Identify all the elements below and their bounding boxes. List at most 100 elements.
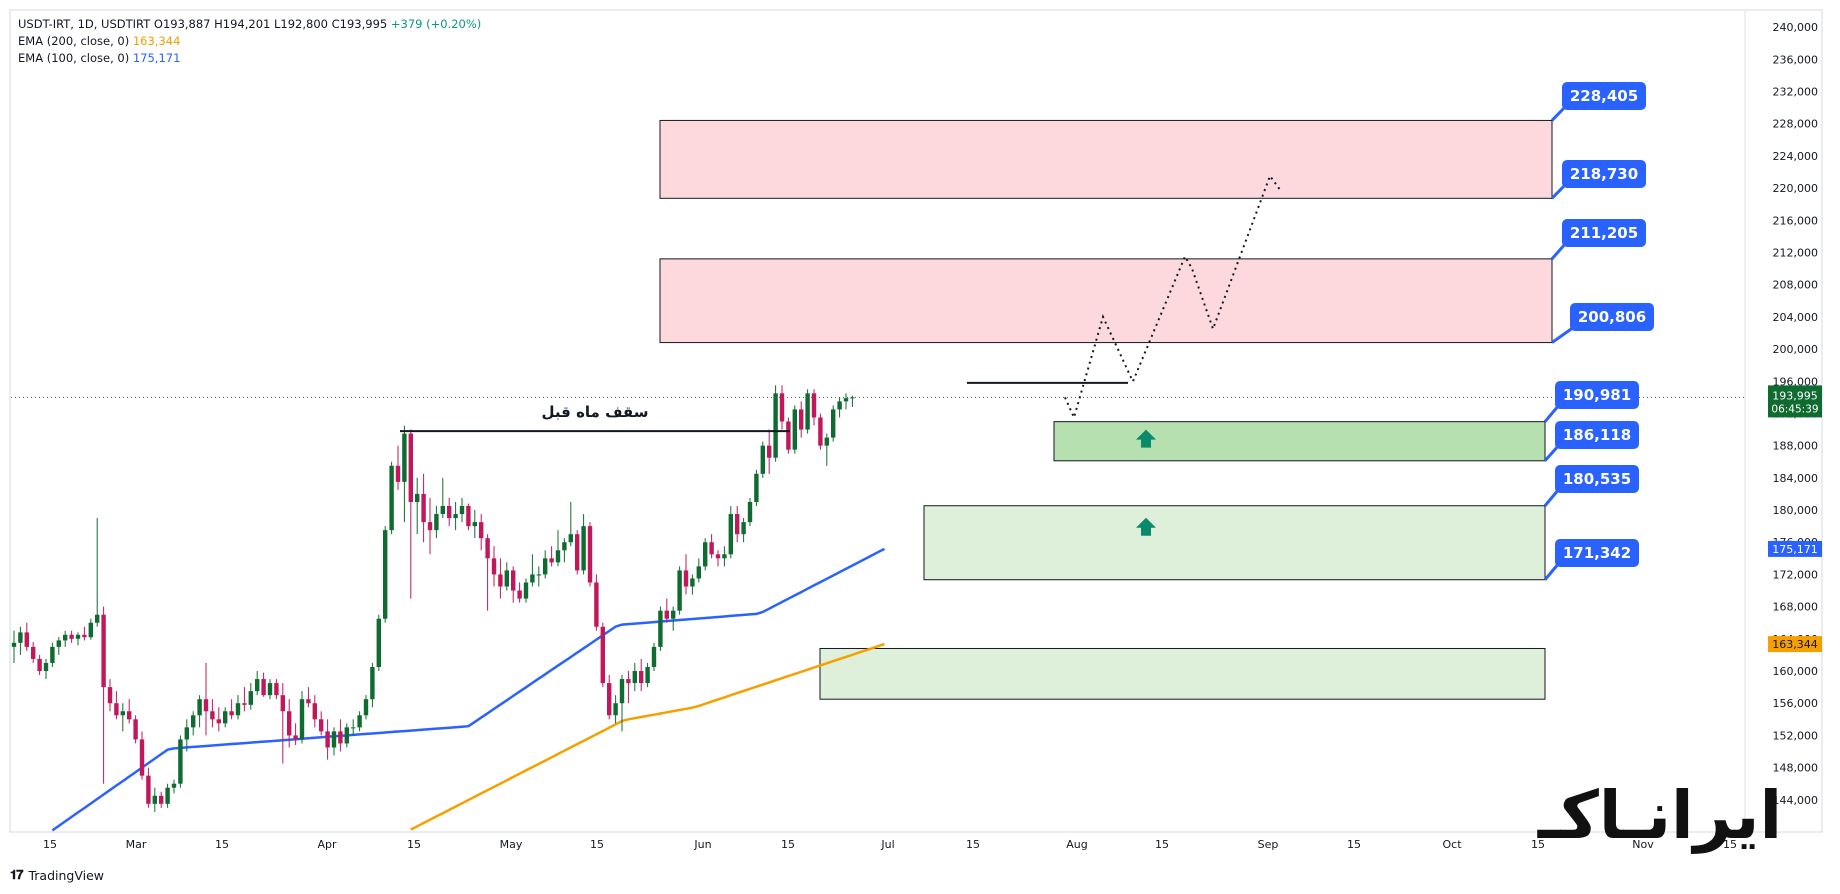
up-arrow-icon [1136,517,1156,536]
candle-body [223,711,228,724]
candle-body [715,554,721,559]
candle-body [24,632,29,647]
candle-body [312,703,317,720]
x-tick-label: Sep [1258,838,1279,851]
ema100-line [51,547,885,832]
candle-body [133,719,138,740]
candle-body [203,699,209,712]
candle-body [165,787,170,804]
candle-body [709,542,714,555]
time-axis[interactable]: 15 Mar 15 Apr 15 May 15 Jun 15 Jul 15 Aug 15 Sep 15 Oct… [43,838,1737,851]
y-tick-label: 184,000 [1773,472,1819,485]
candle-body [69,634,74,639]
legend-ema100-row[interactable]: EMA (100, close, 0) 175,171 [18,50,481,67]
candle-body [402,433,407,482]
candle-body [767,445,772,458]
level-badge [1562,160,1646,188]
candle-body [146,775,151,804]
y-tick-label: 212,000 [1773,246,1819,259]
y-tick-label: 156,000 [1773,697,1819,710]
candle-body [523,582,529,599]
candle-body [555,550,561,563]
candle-body [811,393,817,418]
legend-ema200-row[interactable]: EMA (200, close, 0) 163,344 [18,33,481,50]
candle-body [235,703,241,716]
candle-body [754,473,759,502]
candle-body [261,679,266,696]
current-price-value: 193,995 [1772,389,1818,402]
y-tick-label: 224,000 [1773,150,1819,163]
candle-body [434,514,439,531]
legend-change: +379 (+0.20%) [390,17,482,31]
x-tick-label: Jun [693,838,711,851]
y-tick-label: 200,000 [1773,343,1819,356]
y-tick-label: 204,000 [1773,311,1819,324]
candles-layer [11,385,855,812]
x-tick-label: Apr [317,838,337,851]
candle-body [229,711,234,716]
candle-body [677,570,682,611]
x-tick-label: Mar [126,838,147,851]
level-badge [1555,381,1639,409]
zone-resistance [659,119,1553,199]
candle-body [747,501,753,523]
candle-body [293,735,298,740]
y-tick-label: 236,000 [1773,53,1819,66]
legend-ema100-label: EMA (100, close, 0) [18,51,130,65]
legend-ema200-value: 163,344 [132,34,181,48]
level-badge-label: 211,205 [1570,224,1638,242]
tradingview-logo[interactable]: 𝟏𝟕 TradingView [10,868,104,883]
candle-body [831,409,836,438]
current-price-badge [1768,385,1822,418]
candle-body [792,409,797,450]
level-badge [1555,539,1639,567]
x-tick-label: 15 [1347,838,1361,851]
candle-body [722,554,727,559]
zone-resistance [659,258,1553,344]
candle-body [299,699,305,740]
candle-body [306,699,311,704]
candle-body [543,558,548,575]
y-tick-label: 220,000 [1773,182,1819,195]
level-badge [1562,219,1646,247]
candle-body [280,695,285,712]
candle-body [818,417,823,446]
candle-body [581,526,586,571]
candle-body [626,679,631,684]
y-tick-label: 172,000 [1773,568,1819,581]
previous-month-ceiling-label: سقف ماه قبل [542,403,649,421]
candle-body [210,711,215,720]
candle-body [37,658,42,672]
projection-path [1064,173,1281,421]
zone-support [923,505,1546,581]
ema-layer [51,547,885,832]
candle-body [191,715,196,728]
candle-body [472,522,477,527]
y-tick-label: 152,000 [1773,729,1819,742]
legend-symbol-row: USDT-IRT, 1D, USDTIRT O193,887 H194,201 … [18,16,481,33]
candle-body [773,393,778,458]
x-tick-label: May [500,838,523,851]
candle-body [11,642,17,647]
y-tick-label: 148,000 [1773,762,1819,775]
level-badge-label: 200,806 [1578,308,1646,326]
x-tick-label: Aug [1066,838,1087,851]
candle-body [498,574,503,587]
level-connector [1543,562,1561,581]
candle-body [587,526,593,583]
candle-body [56,640,61,647]
level-badge [1555,421,1639,449]
level-connector [1551,325,1575,344]
legend-ema200-label: EMA (200, close, 0) [18,34,130,48]
candle-body [248,691,253,705]
level-connector [1543,404,1561,423]
zones-layer [659,119,1553,700]
candle-body [242,703,247,705]
tradingview-label: TradingView [28,868,104,883]
tradingview-icon: 𝟏𝟕 [10,868,24,883]
candle-body [120,711,125,716]
candle-body [799,409,804,430]
